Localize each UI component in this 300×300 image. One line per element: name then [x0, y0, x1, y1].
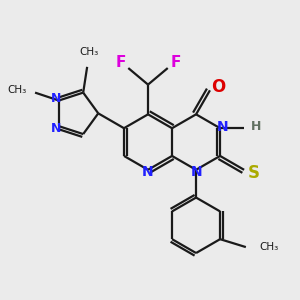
Text: N: N	[142, 165, 154, 179]
Text: CH₃: CH₃	[8, 85, 27, 94]
Text: N: N	[51, 92, 61, 105]
Text: N: N	[216, 120, 228, 134]
Text: F: F	[115, 55, 125, 70]
Text: N: N	[51, 122, 61, 135]
Text: N: N	[191, 165, 203, 179]
Text: H: H	[250, 120, 261, 133]
Text: CH₃: CH₃	[260, 242, 279, 252]
Text: CH₃: CH₃	[80, 47, 99, 57]
Text: O: O	[211, 78, 225, 96]
Text: F: F	[170, 55, 181, 70]
Text: S: S	[248, 164, 260, 182]
